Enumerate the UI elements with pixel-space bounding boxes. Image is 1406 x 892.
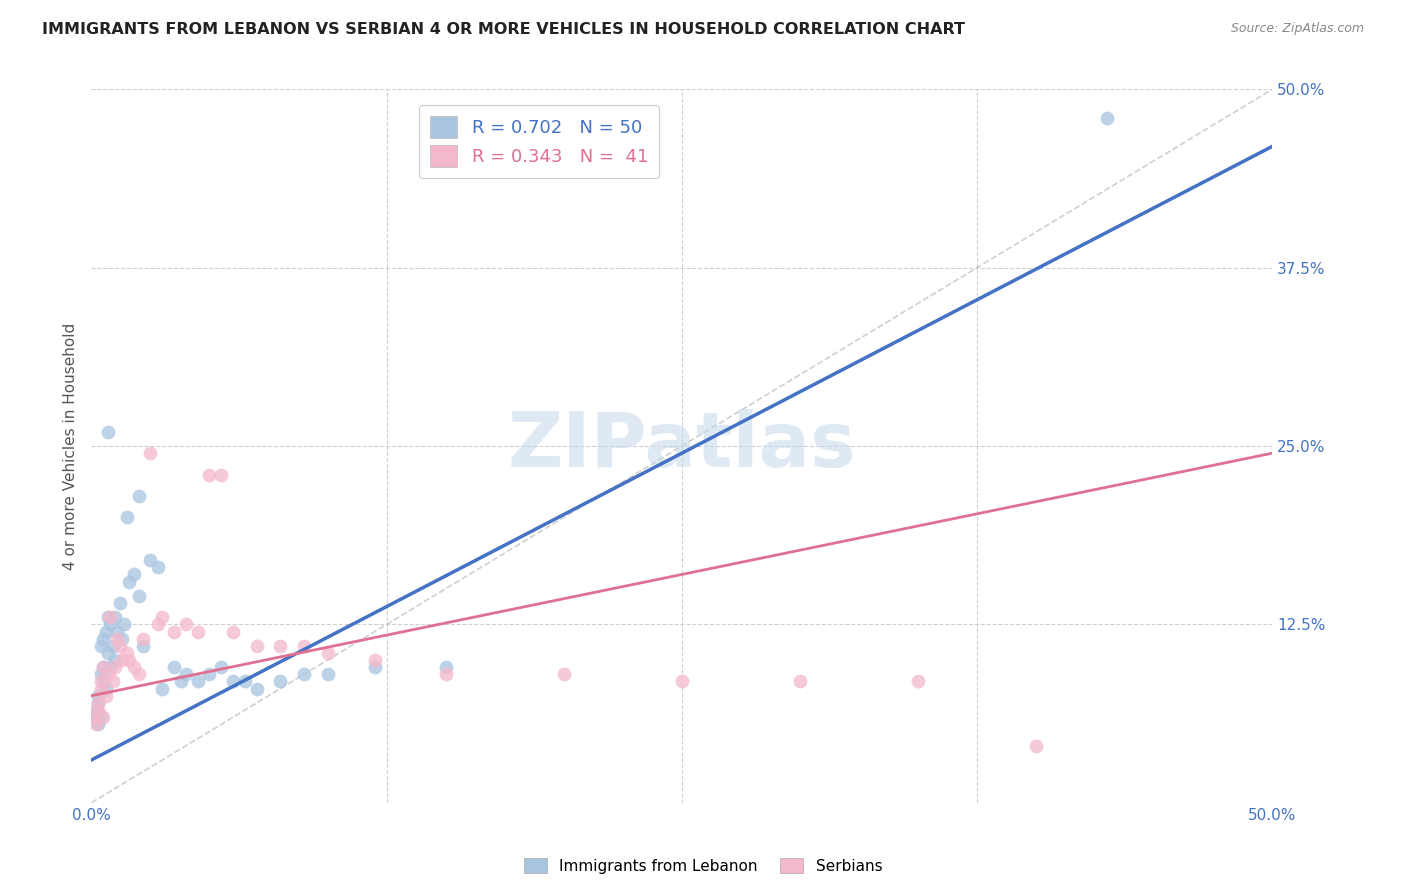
Point <box>101 639 124 653</box>
Point <box>209 467 232 482</box>
Point <box>104 610 127 624</box>
Point <box>91 674 114 689</box>
Point <box>132 632 155 646</box>
Point <box>90 681 112 696</box>
Point <box>174 667 197 681</box>
Point <box>269 639 291 653</box>
Point <box>97 667 120 681</box>
Point <box>233 674 256 689</box>
Text: Source: ZipAtlas.com: Source: ZipAtlas.com <box>1230 22 1364 36</box>
Point <box>907 674 929 689</box>
Point <box>128 489 150 503</box>
Point <box>87 696 110 710</box>
Point <box>87 689 110 703</box>
Point <box>98 610 121 624</box>
Point <box>292 639 315 653</box>
Point <box>97 646 120 660</box>
Point <box>104 653 127 667</box>
Point <box>104 660 127 674</box>
Point <box>364 653 387 667</box>
Y-axis label: 4 or more Vehicles in Household: 4 or more Vehicles in Household <box>63 322 79 570</box>
Point <box>128 589 150 603</box>
Point <box>115 510 138 524</box>
Point <box>91 660 114 674</box>
Point <box>90 710 112 724</box>
Point <box>90 667 112 681</box>
Point <box>108 596 131 610</box>
Point <box>105 632 128 646</box>
Point <box>98 660 121 674</box>
Point <box>87 703 110 717</box>
Point <box>108 639 131 653</box>
Point <box>98 617 121 632</box>
Point <box>174 617 197 632</box>
Point <box>91 710 114 724</box>
Point <box>115 646 138 660</box>
Point <box>111 632 134 646</box>
Point <box>316 667 339 681</box>
Point <box>90 639 112 653</box>
Point <box>94 689 117 703</box>
Point <box>163 660 186 674</box>
Point <box>198 467 221 482</box>
Point <box>671 674 693 689</box>
Point <box>146 617 169 632</box>
Point <box>132 639 155 653</box>
Point <box>118 574 141 589</box>
Point <box>269 674 291 689</box>
Point <box>83 710 105 724</box>
Point <box>163 624 186 639</box>
Point <box>87 696 110 710</box>
Point <box>94 624 117 639</box>
Point <box>83 710 105 724</box>
Point <box>122 660 145 674</box>
Point <box>150 681 173 696</box>
Legend: R = 0.702   N = 50, R = 0.343   N =  41: R = 0.702 N = 50, R = 0.343 N = 41 <box>419 105 659 178</box>
Point <box>111 653 134 667</box>
Point <box>105 624 128 639</box>
Point <box>97 425 120 439</box>
Point <box>84 713 107 727</box>
Point <box>434 667 457 681</box>
Point <box>292 667 315 681</box>
Text: IMMIGRANTS FROM LEBANON VS SERBIAN 4 OR MORE VEHICLES IN HOUSEHOLD CORRELATION C: IMMIGRANTS FROM LEBANON VS SERBIAN 4 OR … <box>42 22 965 37</box>
Point <box>139 446 162 460</box>
Point <box>150 610 173 624</box>
Point <box>90 674 112 689</box>
Point <box>316 646 339 660</box>
Text: ZIPatlas: ZIPatlas <box>508 409 856 483</box>
Point <box>91 660 114 674</box>
Point <box>170 674 193 689</box>
Point <box>246 639 269 653</box>
Point <box>789 674 811 689</box>
Point <box>187 624 209 639</box>
Point <box>364 660 387 674</box>
Point <box>101 674 124 689</box>
Point <box>198 667 221 681</box>
Point <box>114 617 136 632</box>
Point <box>91 632 114 646</box>
Point <box>434 660 457 674</box>
Point <box>128 667 150 681</box>
Point <box>94 681 117 696</box>
Point <box>222 624 245 639</box>
Point <box>87 717 110 731</box>
Point <box>84 717 107 731</box>
Point <box>139 553 162 567</box>
Point <box>122 567 145 582</box>
Point <box>222 674 245 689</box>
Point <box>84 703 107 717</box>
Point <box>553 667 575 681</box>
Point <box>146 560 169 574</box>
Point <box>1025 739 1047 753</box>
Point <box>246 681 269 696</box>
Point <box>209 660 232 674</box>
Point <box>97 610 120 624</box>
Legend: Immigrants from Lebanon, Serbians: Immigrants from Lebanon, Serbians <box>517 852 889 880</box>
Point <box>1095 111 1118 125</box>
Point <box>118 653 141 667</box>
Point <box>187 674 209 689</box>
